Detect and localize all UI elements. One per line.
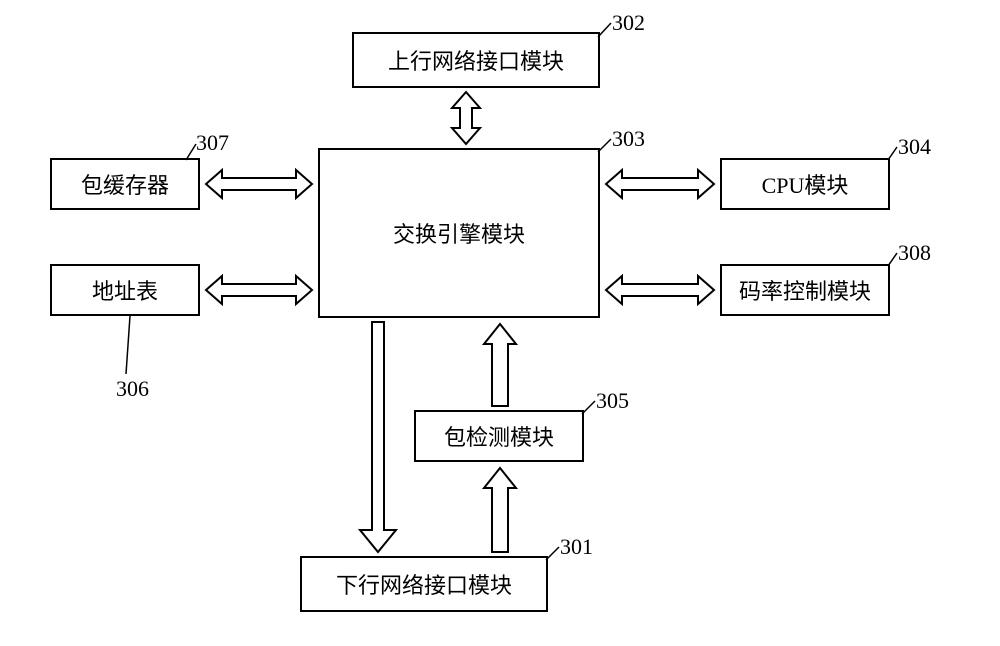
arrow-301-305 xyxy=(484,468,516,552)
arrow-303-308 xyxy=(606,276,714,304)
arrows xyxy=(0,0,1000,646)
arrow-306-303 xyxy=(206,276,312,304)
arrow-305-303 xyxy=(484,324,516,406)
arrow-303-304 xyxy=(606,170,714,198)
arrow-303-301 xyxy=(360,322,396,552)
arrow-307-303 xyxy=(206,170,312,198)
arrow-302-303 xyxy=(452,92,480,144)
